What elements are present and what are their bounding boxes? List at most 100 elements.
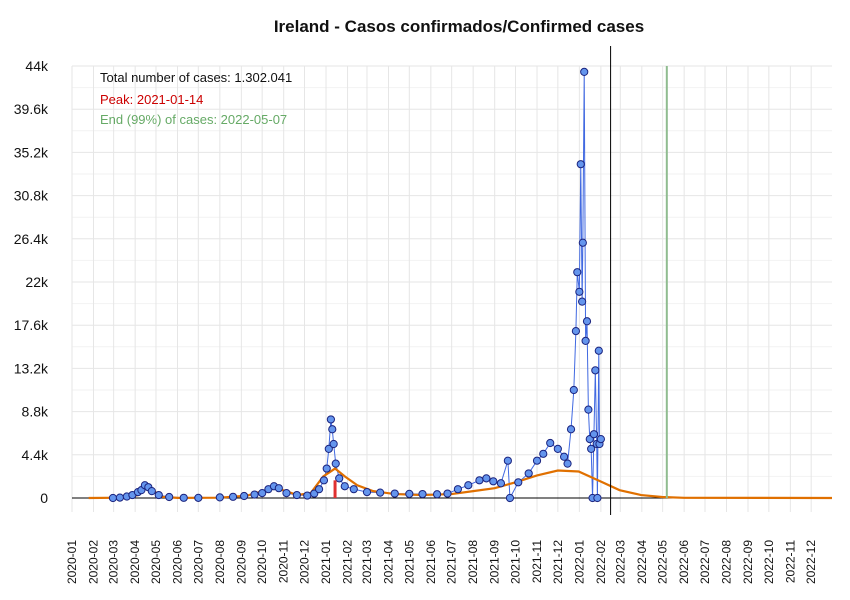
grid-lines [71,65,832,512]
data-point [228,492,238,501]
x-tick-label: 2020-09 [234,540,248,584]
data-point [496,479,506,488]
y-tick-label: 17.6k [14,317,49,333]
data-point [258,488,267,498]
data-point [432,490,442,499]
x-tick-label: 2022-03 [613,540,627,584]
data-point [580,67,589,76]
y-tick-label: 26.4k [14,231,49,247]
x-tick-label: 2022-10 [762,540,776,584]
data-point [482,474,491,483]
data-point [240,491,249,501]
data-point [539,449,548,458]
data-point [362,488,372,497]
data-point [571,326,580,336]
data-point [563,459,572,468]
data-point [514,478,523,487]
data-point [505,493,515,503]
x-tick-label: 2021-10 [509,540,523,584]
x-tick-label: 2021-12 [551,540,565,584]
x-tick-label: 2022-06 [677,540,691,584]
x-tick-label: 2022-11 [783,540,797,583]
data-point [331,459,340,468]
data-point [335,474,344,483]
x-tick-label: 2021-05 [402,540,416,584]
data-point [587,444,596,454]
x-tick-label: 2020-07 [191,540,205,584]
data-point [303,491,312,500]
data-point [578,238,587,247]
data-point [147,487,156,496]
data-point [390,489,399,498]
x-tick-label: 2022-02 [594,540,608,584]
data-point [594,346,603,355]
peak-annotation: Peak: 2021-01-14 [100,92,203,107]
data-point [329,439,338,449]
x-tick-label: 2022-12 [804,540,818,584]
x-tick-label: 2020-03 [107,540,121,584]
data-point [553,444,562,454]
x-tick-label: 2021-02 [341,540,355,584]
data-point [475,476,484,485]
x-tick-label: 2020-10 [255,540,269,584]
x-tick-label: 2021-03 [360,540,374,584]
data-point [596,434,605,444]
data-point [581,336,590,346]
series-lines [88,71,833,500]
data-point [115,493,124,502]
data-point [154,490,163,500]
data-point [418,489,427,499]
chart-title: Ireland - Casos confirmados/Confirmed ca… [274,17,644,36]
total-cases-annotation: Total number of cases: 1.302.041 [100,70,292,85]
data-point [489,477,498,486]
x-tick-label: 2020-12 [298,540,312,584]
x-axis-ticks: 2020-01 2020-02 2020-03 2020-04 2020-05 2020-… [65,540,818,584]
y-tick-label: 0 [40,490,48,506]
data-point [250,490,259,499]
data-point [566,425,576,434]
data-point [322,464,331,473]
data-point [589,430,599,439]
data-point [503,456,512,465]
data-point [405,489,414,498]
data-point [324,444,333,454]
x-tick-label: 2022-04 [635,540,649,584]
data-point [591,366,600,375]
data-point [593,493,602,503]
fitted-curve-line [88,467,833,500]
data-point [179,493,188,502]
data-point [578,297,587,306]
data-point [314,485,324,494]
data-point [546,438,555,448]
data-point [194,493,203,502]
data-point [575,287,584,296]
data-point [282,488,291,498]
data-point [443,489,452,498]
data-point [340,482,349,491]
data-point [584,405,593,414]
x-tick-label: 2021-07 [445,540,459,584]
data-point [349,485,358,494]
reference-lines [333,46,668,515]
data-point [582,317,592,326]
x-tick-label: 2021-01 [319,540,333,584]
x-tick-label: 2022-08 [720,540,734,584]
x-tick-label: 2022-09 [741,540,755,584]
data-point [569,385,578,395]
y-tick-label: 4.4k [22,447,49,463]
x-tick-label: 2020-01 [65,540,79,584]
x-tick-label: 2022-01 [572,540,586,584]
x-tick-label: 2020-04 [128,540,142,584]
data-point [524,469,533,478]
end-annotation: End (99%) of cases: 2022-05-07 [100,112,287,127]
data-point [108,493,118,503]
data-point [464,481,473,490]
y-tick-label: 35.2k [14,144,49,160]
x-tick-label: 2021-04 [381,540,395,584]
x-tick-label: 2020-05 [149,540,163,584]
x-tick-label: 2021-08 [466,540,480,584]
data-point [532,456,542,465]
x-tick-label: 2022-05 [656,540,670,584]
y-tick-label: 44k [25,58,49,74]
